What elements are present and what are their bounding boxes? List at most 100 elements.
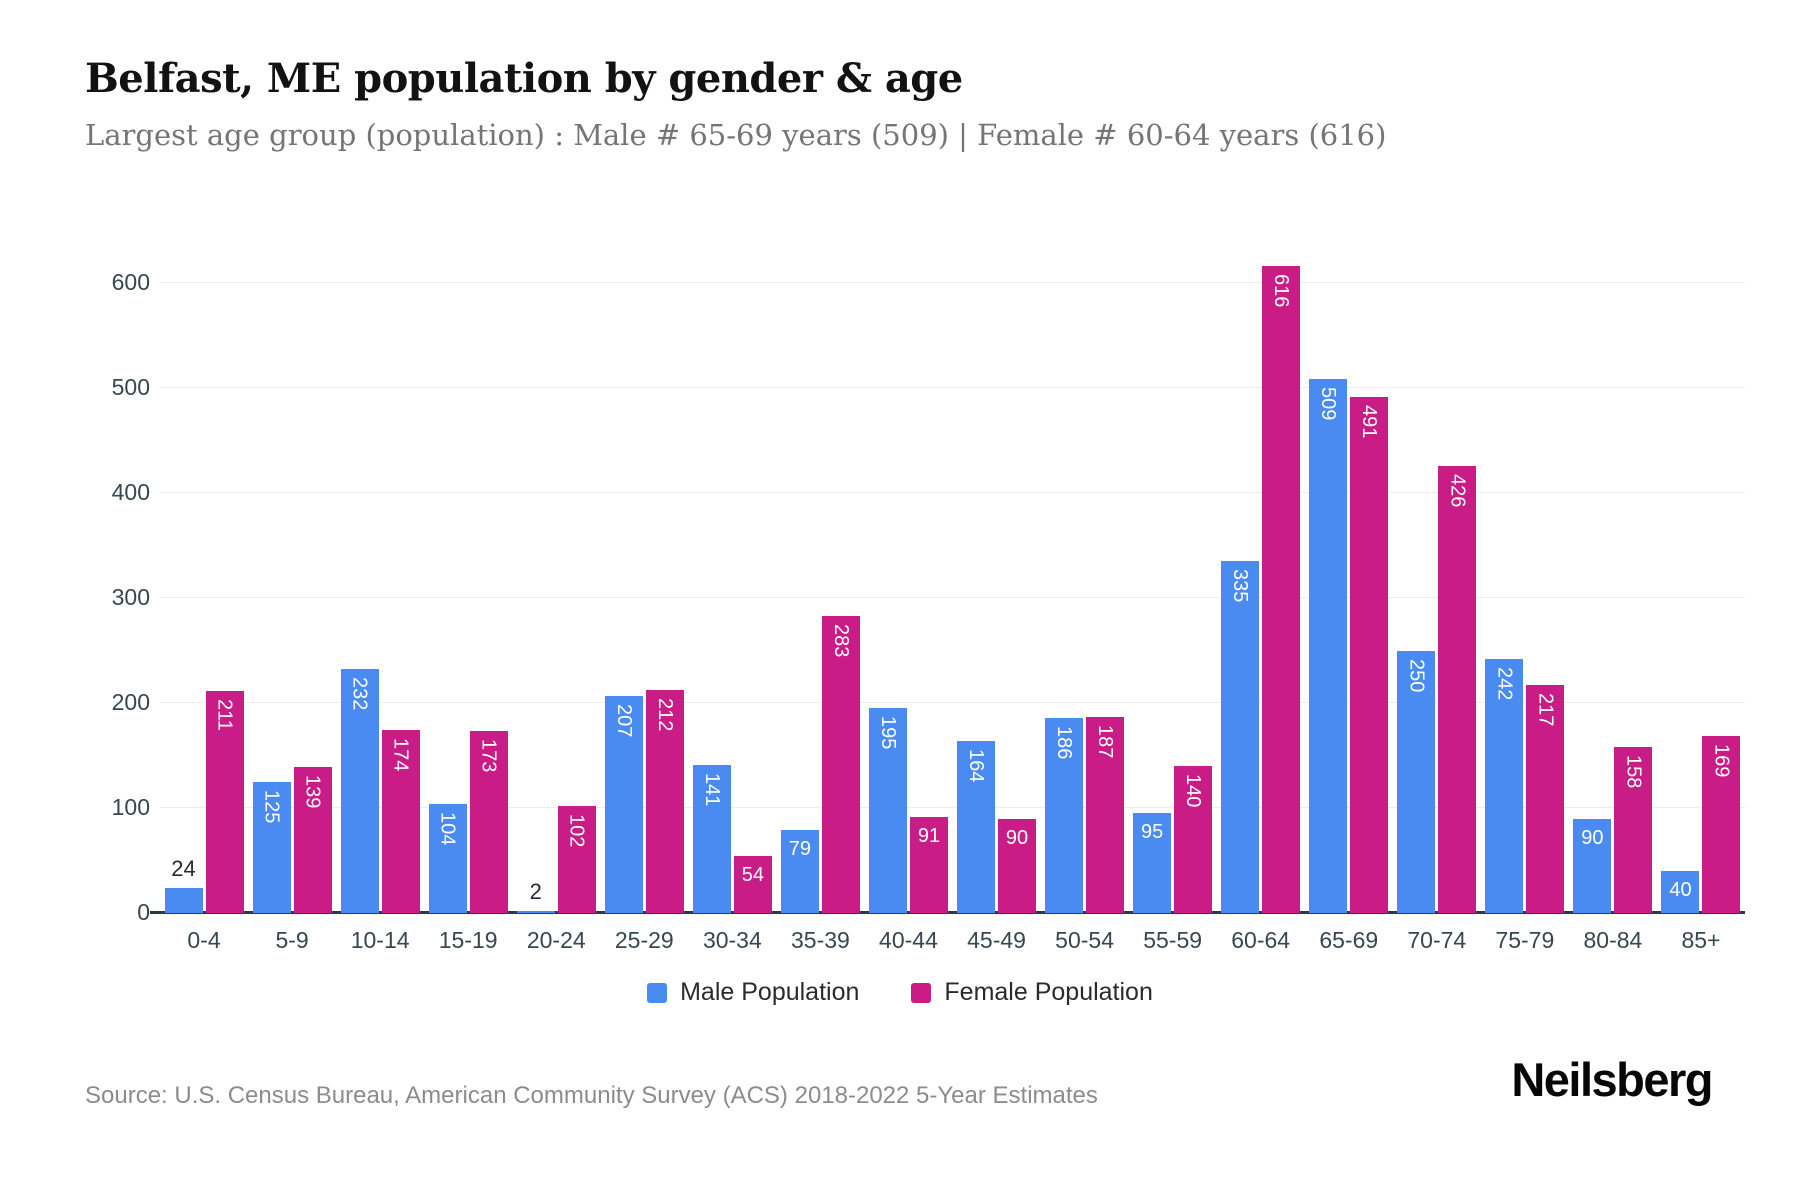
bar-group-60-64: 335 616 60-64 <box>1217 250 1305 952</box>
bar-group-0-4: 24 211 0-4 <box>160 250 248 952</box>
bar-value-label: 207 <box>612 703 635 738</box>
bar: 169 <box>1702 735 1741 913</box>
y-tick-label: 300 <box>111 584 150 610</box>
bar: 141 <box>692 764 731 913</box>
bar-value-label: 139 <box>301 775 324 809</box>
brand-logo: Neilsberg <box>1511 1053 1713 1106</box>
bar: 158 <box>1614 747 1653 913</box>
bar-value-label: 174 <box>389 738 412 772</box>
x-tick-label: 30-34 <box>702 927 762 953</box>
plot-area: 24 211 0-4 125 139 5-9 232 174 10-14 104 173 15-19 2… <box>150 250 1745 952</box>
bar-value-label: 102 <box>565 813 588 848</box>
x-tick-label: 45-49 <box>967 927 1026 953</box>
bar: 195 <box>868 708 907 913</box>
bar-value-label: 242 <box>1493 666 1516 701</box>
bar: 102 <box>557 805 596 913</box>
legend-swatch <box>647 982 668 1003</box>
x-tick-label: 25-29 <box>614 927 674 953</box>
bar-value-label: 250 <box>1405 658 1428 692</box>
y-tick-label: 500 <box>111 374 150 400</box>
bar: 79 <box>780 830 819 913</box>
bar: 125 <box>252 781 291 913</box>
bar: 491 <box>1350 397 1389 913</box>
bar-value-label: 212 <box>653 698 676 732</box>
bar: 335 <box>1221 561 1260 913</box>
gridline-300 <box>160 597 1745 598</box>
page-title: Belfast, ME population by gender & age <box>85 55 963 102</box>
bar: 164 <box>957 740 996 913</box>
bar-value-label: 141 <box>700 772 723 807</box>
bar: 616 <box>1262 266 1301 913</box>
bar-group-45-49: 164 90 45-49 <box>953 250 1041 952</box>
bar-group-30-34: 141 54 30-34 <box>688 250 776 952</box>
bar-value-label: 164 <box>965 748 988 783</box>
bar: 90 <box>1573 818 1612 913</box>
bar: 104 <box>428 803 467 913</box>
bar: 250 <box>1397 650 1436 913</box>
bar-value-label: 335 <box>1229 569 1252 603</box>
bar: 211 <box>205 691 244 913</box>
bar: 91 <box>909 817 948 913</box>
source-text: Source: U.S. Census Bureau, American Com… <box>85 1082 1098 1109</box>
x-tick-label: 35-39 <box>790 927 850 953</box>
bar-value-label: 187 <box>1094 724 1117 759</box>
bar-value-label: 54 <box>741 864 764 887</box>
y-tick-label: 200 <box>111 689 150 715</box>
bar-value-label: 217 <box>1534 693 1557 727</box>
bar-group-75-79: 242 217 75-79 <box>1481 250 1569 952</box>
bar: 40 <box>1661 871 1700 913</box>
legend-label: Male Population <box>680 978 860 1006</box>
gridline-500 <box>160 387 1745 388</box>
x-tick-label: 15-19 <box>438 927 498 953</box>
bar-value-label: 426 <box>1446 473 1469 508</box>
gridline-200 <box>160 702 1745 703</box>
x-tick-label: 40-44 <box>879 927 938 953</box>
y-tick-label: 600 <box>111 269 150 295</box>
bar: 140 <box>1174 766 1213 913</box>
bar: 207 <box>604 695 643 913</box>
legend-label: Female Population <box>944 978 1153 1006</box>
gridline-400 <box>160 492 1745 493</box>
gridline-600 <box>160 282 1745 283</box>
bar-group-55-59: 95 140 55-59 <box>1129 250 1217 952</box>
bar: 186 <box>1045 717 1084 913</box>
bar-group-15-19: 104 173 15-19 <box>424 250 512 952</box>
bar-value-label: 95 <box>1141 821 1164 844</box>
bar-value-label: 24 <box>171 855 196 881</box>
bar-value-label: 195 <box>876 716 899 750</box>
bar-value-label: 40 <box>1669 879 1692 901</box>
bar-value-label: 90 <box>1581 826 1604 849</box>
bar: 426 <box>1438 465 1477 913</box>
bar-value-label: 616 <box>1270 274 1293 308</box>
bar: 90 <box>998 818 1037 913</box>
bar-value-label: 509 <box>1317 386 1340 420</box>
bar-group-65-69: 509 491 65-69 <box>1305 250 1393 952</box>
y-tick-label: 400 <box>111 479 150 505</box>
bar-group-50-54: 186 187 50-54 <box>1041 250 1129 952</box>
bar: 2 <box>516 880 555 913</box>
bar: 232 <box>340 669 379 913</box>
bar-value-label: 2 <box>529 878 542 904</box>
legend-item-male-population[interactable]: Male Population <box>647 978 859 1007</box>
bar-value-label: 104 <box>436 811 459 846</box>
bar: 242 <box>1485 658 1524 913</box>
bar-value-label: 158 <box>1622 755 1645 789</box>
x-tick-label: 0-4 <box>187 927 221 953</box>
legend-item-female-population[interactable]: Female Population <box>911 978 1153 1007</box>
bar-value-label: 91 <box>917 825 941 848</box>
x-tick-label: 55-59 <box>1143 927 1203 953</box>
bar-group-10-14: 232 174 10-14 <box>336 250 424 952</box>
bar: 174 <box>381 730 420 913</box>
y-tick-label: 0 <box>137 899 150 925</box>
bar-value-label: 491 <box>1358 405 1381 439</box>
x-tick-label: 85+ <box>1681 927 1721 953</box>
bar: 95 <box>1133 813 1172 913</box>
bar-group-35-39: 79 283 35-39 <box>776 250 864 952</box>
bar: 217 <box>1526 685 1565 913</box>
bar-value-label: 169 <box>1710 743 1733 777</box>
x-tick-label: 80-84 <box>1583 927 1643 953</box>
gridline-100 <box>160 807 1745 808</box>
x-tick-label: 5-9 <box>275 927 309 953</box>
y-axis: 0 100 200 300 400 500 600 <box>55 250 150 924</box>
